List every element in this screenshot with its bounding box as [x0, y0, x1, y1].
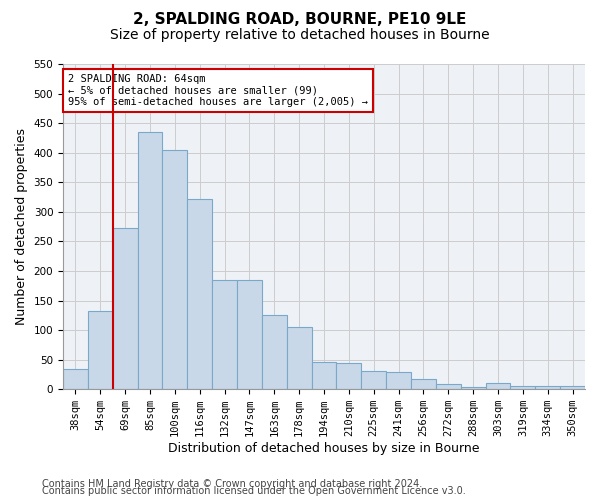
Y-axis label: Number of detached properties: Number of detached properties [15, 128, 28, 325]
Bar [485, 384, 511, 389]
Bar [287, 327, 311, 389]
Bar [311, 362, 337, 389]
Bar [113, 228, 137, 389]
Text: Contains public sector information licensed under the Open Government Licence v3: Contains public sector information licen… [42, 486, 466, 496]
Bar [187, 199, 212, 389]
Bar [461, 387, 485, 389]
Bar [386, 372, 411, 389]
Bar [535, 386, 560, 389]
X-axis label: Distribution of detached houses by size in Bourne: Distribution of detached houses by size … [168, 442, 480, 455]
Text: Size of property relative to detached houses in Bourne: Size of property relative to detached ho… [110, 28, 490, 42]
Bar [560, 386, 585, 389]
Bar [63, 368, 88, 389]
Bar [163, 150, 187, 389]
Text: 2 SPALDING ROAD: 64sqm
← 5% of detached houses are smaller (99)
95% of semi-deta: 2 SPALDING ROAD: 64sqm ← 5% of detached … [68, 74, 368, 107]
Bar [361, 372, 386, 389]
Bar [237, 280, 262, 389]
Bar [337, 362, 361, 389]
Text: 2, SPALDING ROAD, BOURNE, PE10 9LE: 2, SPALDING ROAD, BOURNE, PE10 9LE [133, 12, 467, 28]
Bar [262, 314, 287, 389]
Bar [511, 386, 535, 389]
Bar [137, 132, 163, 389]
Text: Contains HM Land Registry data © Crown copyright and database right 2024.: Contains HM Land Registry data © Crown c… [42, 479, 422, 489]
Bar [212, 280, 237, 389]
Bar [411, 379, 436, 389]
Bar [436, 384, 461, 389]
Bar [88, 310, 113, 389]
